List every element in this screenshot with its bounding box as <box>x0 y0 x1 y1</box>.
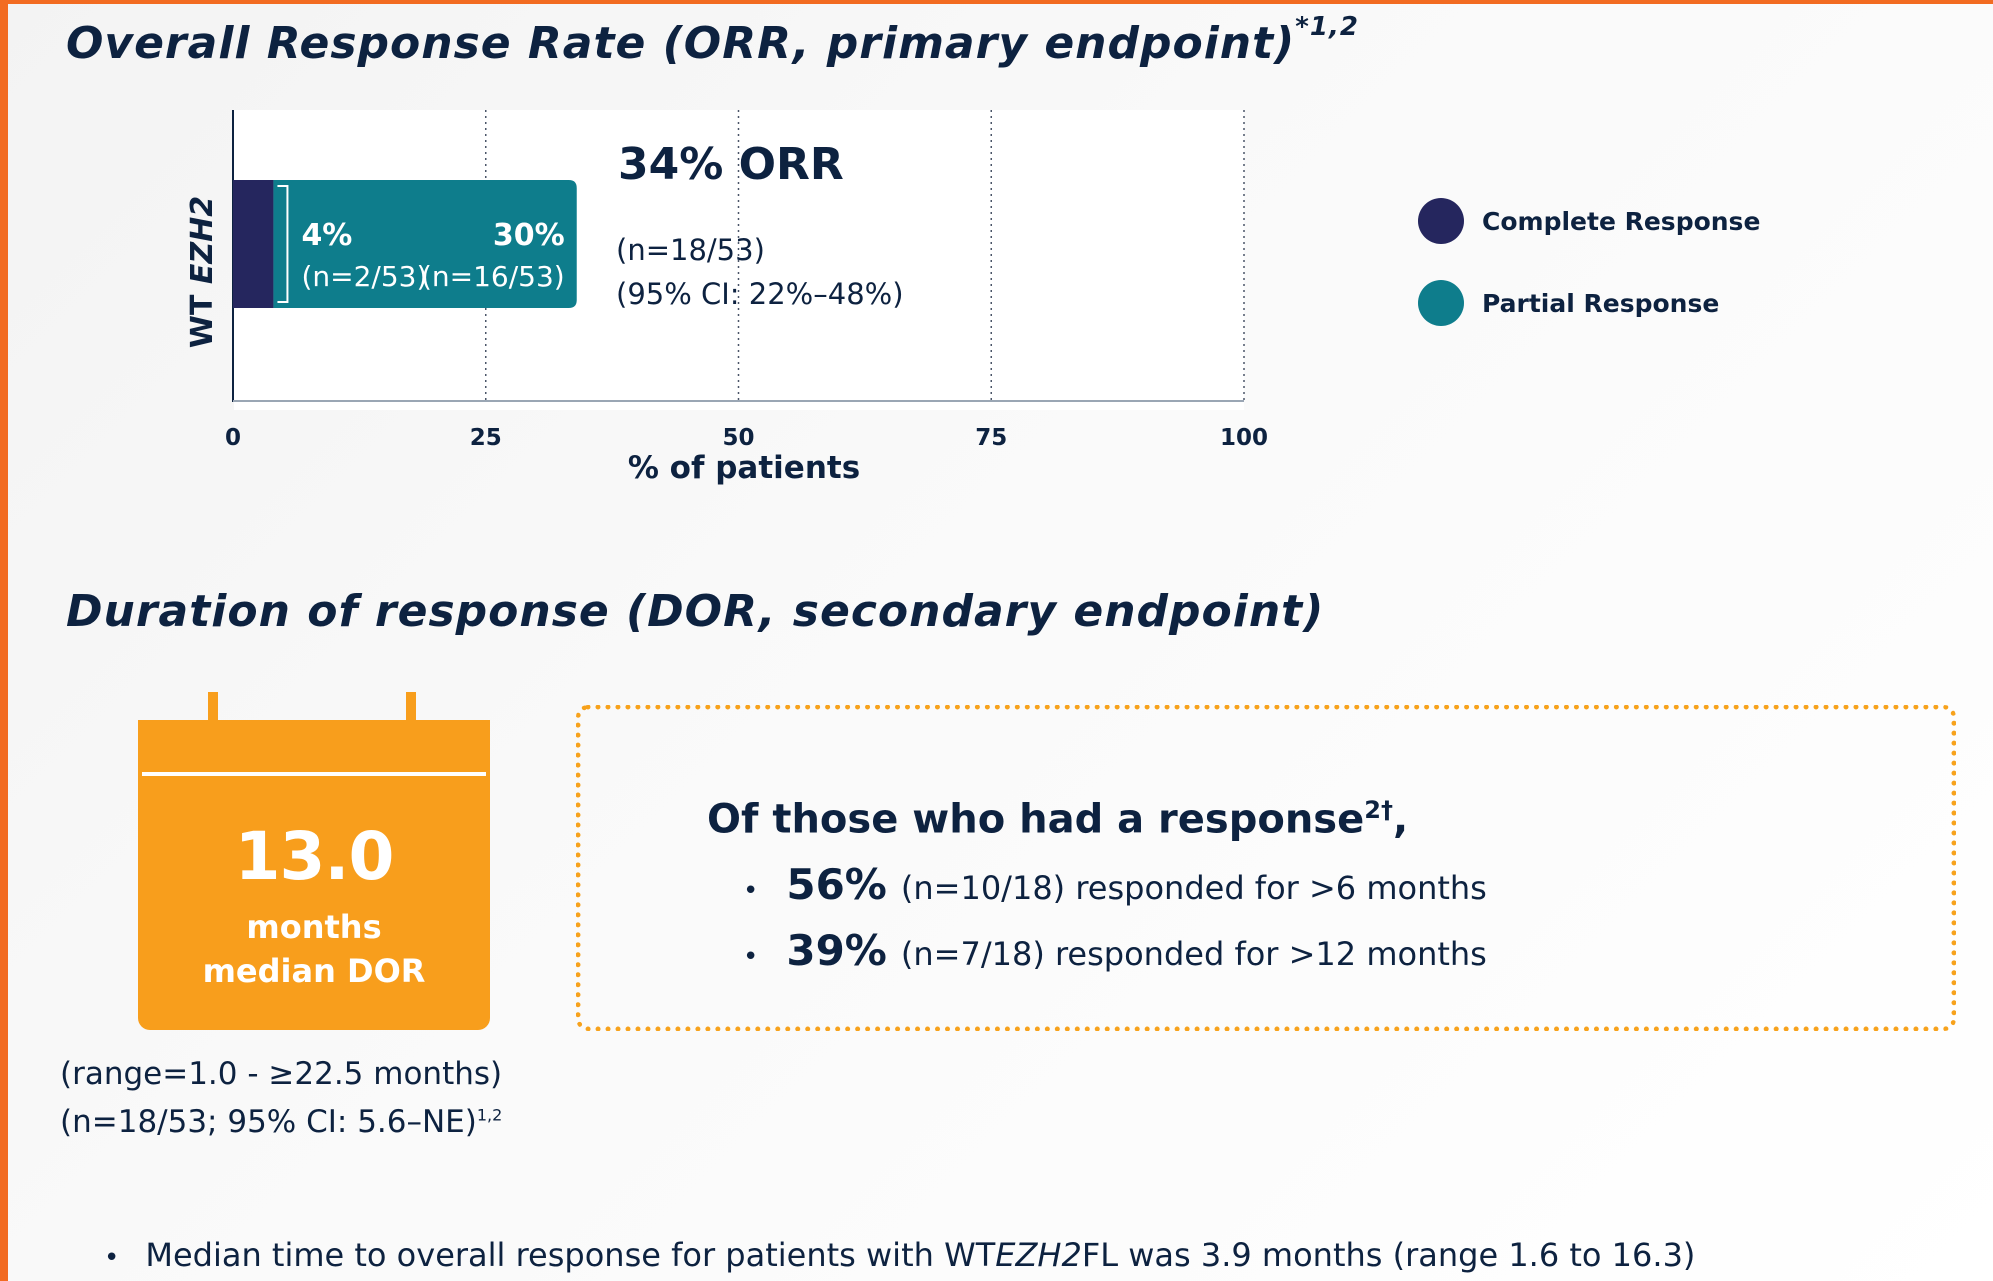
median-dor-caption: median DOR <box>202 952 426 990</box>
responders-title-text: Of those who had a response <box>707 796 1365 843</box>
footnote: • Median time to overall response for pa… <box>104 1236 1695 1274</box>
legend-swatch-complete <box>1418 198 1464 244</box>
x-tick-label: 75 <box>975 425 1007 451</box>
dor-ci-superscript: 1,2 <box>476 1105 503 1125</box>
responders-item: • 39% (n=7/18) responded for >12 months <box>743 926 1487 975</box>
x-tick-label: 100 <box>1220 425 1268 451</box>
total-orr-label: 34% ORR <box>618 139 844 190</box>
bullet-icon: • <box>743 876 759 906</box>
footnote-text-italic: EZH2 <box>995 1236 1082 1274</box>
category-label: WT EZH2 <box>185 196 220 348</box>
responders-text: (n=7/18) responded for >12 months <box>900 935 1487 973</box>
data-label-complete: 4% <box>301 218 352 253</box>
responders-title-superscript: 2† <box>1364 796 1393 824</box>
orr-bar-chart: 4% (n=2/53) 30% (n=16/53) 0 25 50 75 100 % of p… <box>185 110 1268 486</box>
responders-title-end: , <box>1392 796 1409 843</box>
orr-heading-superscript: *1,2 <box>1295 12 1359 42</box>
bar-partial-response <box>273 180 577 308</box>
responders-pct: 39% <box>786 926 887 975</box>
total-ci-label: (95% CI: 22%–48%) <box>616 277 904 311</box>
dor-range: (range=1.0 - ≥22.5 months) <box>60 1056 503 1092</box>
dor-ci-text: (n=18/53; 95% CI: 5.6–NE) <box>60 1104 477 1140</box>
chart-legend: Complete Response Partial Response <box>1418 196 1760 360</box>
responders-box: Of those who had a response2†, • 56% (n=… <box>576 705 1956 1031</box>
left-accent-bar <box>0 0 8 1281</box>
legend-complete-response: Complete Response <box>1418 196 1760 246</box>
x-tick-label: 25 <box>470 425 502 451</box>
responders-text: (n=10/18) responded for >6 months <box>900 869 1487 907</box>
median-dor-unit: months <box>246 908 382 946</box>
responders-title: Of those who had a response2†, <box>707 796 1408 842</box>
category-italic: EZH2 <box>185 196 220 284</box>
x-tick-label: 0 <box>225 425 241 451</box>
dor-heading: Duration of response (DOR, secondary end… <box>66 586 1325 637</box>
bar-complete-response <box>233 180 274 308</box>
orr-heading-text: Overall Response Rate (ORR, primary endp… <box>66 18 1296 69</box>
total-n-label: (n=18/53) <box>616 233 765 267</box>
data-sublabel-partial: (n=16/53) <box>421 260 565 293</box>
calendar-ring-left <box>208 692 218 722</box>
x-tick-labels: 0 25 50 75 100 <box>225 425 1268 451</box>
responders-pct: 56% <box>786 860 887 909</box>
category-prefix: WT <box>185 284 220 348</box>
bullet-icon: • <box>743 942 759 972</box>
data-label-partial: 30% <box>493 218 565 253</box>
legend-label-partial: Partial Response <box>1482 288 1720 318</box>
data-sublabel-complete: (n=2/53) <box>301 260 427 293</box>
legend-label-complete: Complete Response <box>1482 206 1761 236</box>
legend-swatch-partial <box>1418 280 1464 326</box>
top-accent-bar <box>0 0 1993 4</box>
median-dor-value: 13.0 <box>234 818 395 895</box>
footnote-text-after: FL was 3.9 months (range 1.6 to 16.3) <box>1081 1236 1696 1274</box>
bullet-icon: • <box>104 1243 120 1273</box>
calendar-icon: 13.0 months median DOR <box>138 692 490 1030</box>
x-axis-label: % of patients <box>628 450 860 486</box>
dor-ci: (n=18/53; 95% CI: 5.6–NE)1,2 <box>60 1104 502 1140</box>
responders-item: • 56% (n=10/18) responded for >6 months <box>743 860 1487 909</box>
complete-response-bracket <box>277 185 289 303</box>
calendar-divider <box>142 772 486 776</box>
bars: 4% (n=2/53) 30% (n=16/53) <box>233 180 577 308</box>
legend-partial-response: Partial Response <box>1418 278 1760 328</box>
x-tick-label: 50 <box>722 425 754 451</box>
orr-heading: Overall Response Rate (ORR, primary endp… <box>66 12 1359 69</box>
calendar-ring-right <box>406 692 416 722</box>
footnote-text-before: Median time to overall response for pati… <box>145 1236 996 1274</box>
